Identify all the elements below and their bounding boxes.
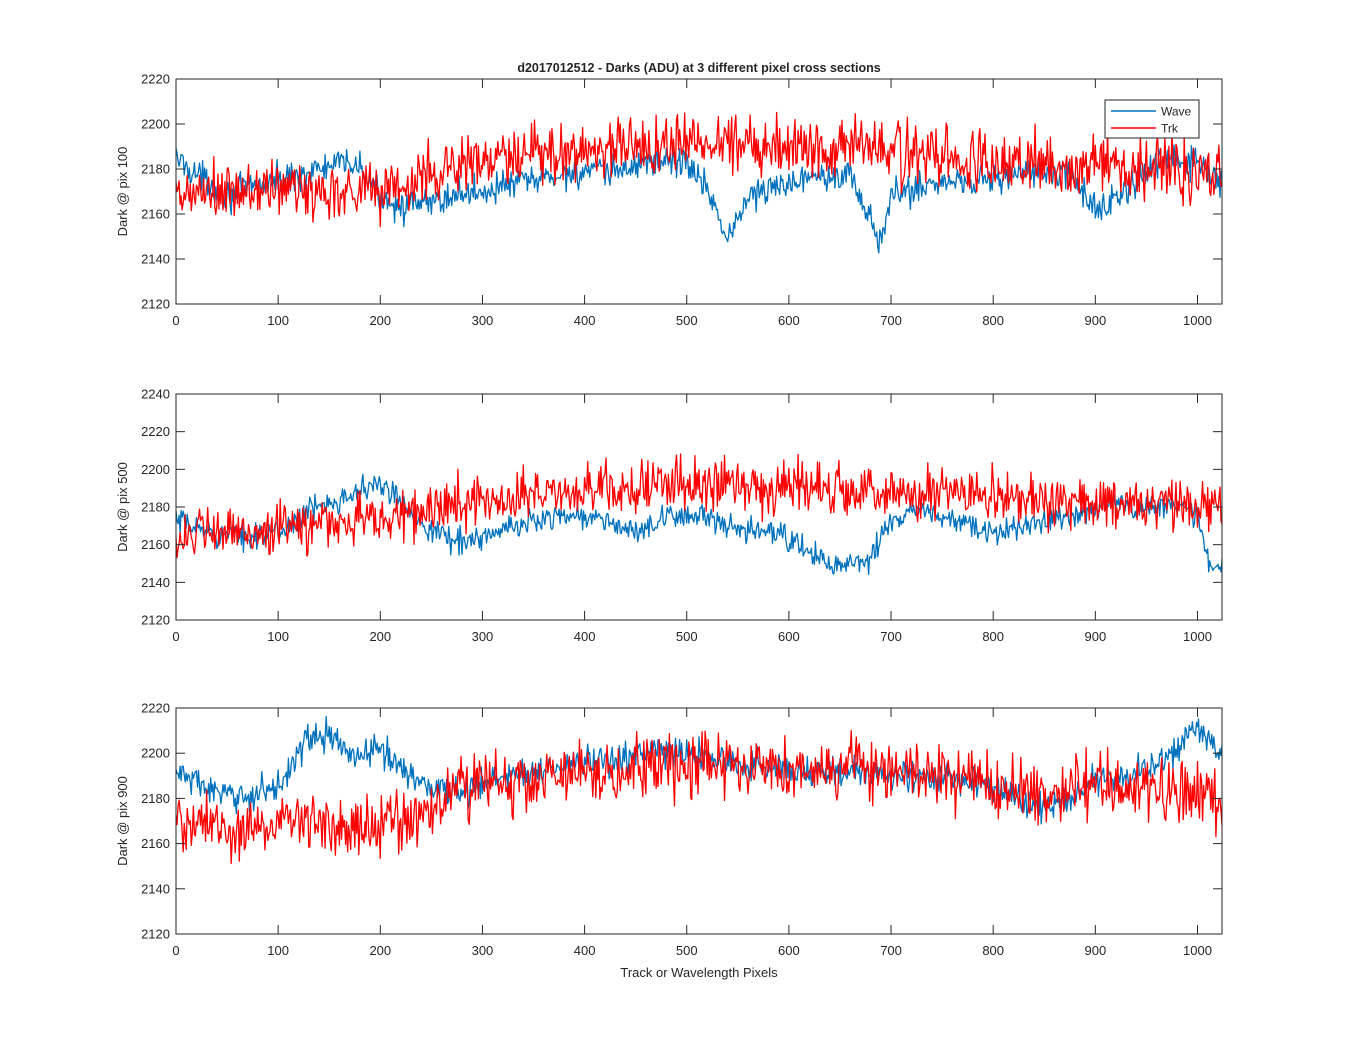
x-tick-label: 900 xyxy=(1084,629,1106,644)
series-line-trk xyxy=(176,111,1222,228)
x-tick-label: 1000 xyxy=(1183,629,1212,644)
x-tick-label: 800 xyxy=(982,313,1004,328)
y-tick-label: 2200 xyxy=(141,746,170,761)
y-axis-label: Dark @ pix 500 xyxy=(115,462,130,552)
y-tick-label: 2140 xyxy=(141,575,170,590)
axes-box xyxy=(175,707,1223,935)
y-tick-label: 2220 xyxy=(141,701,170,716)
legend-label-wave: Wave xyxy=(1161,105,1192,119)
x-tick-label: 400 xyxy=(574,313,596,328)
x-tick-label: 0 xyxy=(172,629,179,644)
x-axis-label: Track or Wavelength Pixels xyxy=(620,965,778,980)
x-tick-label: 800 xyxy=(982,943,1004,958)
legend: Wave Trk xyxy=(1104,99,1200,139)
x-tick-label: 1000 xyxy=(1183,943,1212,958)
y-tick-label: 2120 xyxy=(141,613,170,628)
x-tick-label: 500 xyxy=(676,943,698,958)
x-tick-label: 100 xyxy=(267,943,289,958)
x-tick-label: 300 xyxy=(472,313,494,328)
x-tick-label: 600 xyxy=(778,629,800,644)
y-tick-label: 2220 xyxy=(141,424,170,439)
chart-panel-3: 0 100 200 300 400 500 600 700 800 900 1000 2120 2140… xyxy=(115,701,1223,958)
series-line-trk xyxy=(176,729,1222,864)
series-line-trk xyxy=(176,453,1222,559)
x-tick-label: 600 xyxy=(778,943,800,958)
axes-box xyxy=(175,78,1223,305)
x-tick-label: 0 xyxy=(172,313,179,328)
y-tick-label: 2180 xyxy=(141,500,170,515)
x-tick-label: 800 xyxy=(982,629,1004,644)
y-tick-label: 2240 xyxy=(141,387,170,402)
x-tick-label: 100 xyxy=(267,629,289,644)
x-tick-label: 900 xyxy=(1084,313,1106,328)
y-tick-label: 2140 xyxy=(141,252,170,267)
x-tick-label: 1000 xyxy=(1183,313,1212,328)
x-tick-label: 100 xyxy=(267,313,289,328)
chart-title: d2017012512 - Darks (ADU) at 3 different… xyxy=(517,61,880,75)
chart-panel-1: 0 100 200 300 400 500 600 700 800 900 1000 2120 2140… xyxy=(115,72,1223,328)
legend-label-trk: Trk xyxy=(1161,122,1179,136)
x-tick-label: 300 xyxy=(472,629,494,644)
x-tick-label: 500 xyxy=(676,313,698,328)
y-tick-label: 2140 xyxy=(141,881,170,896)
y-tick-label: 2160 xyxy=(141,537,170,552)
x-tick-label: 300 xyxy=(472,943,494,958)
x-tick-label: 200 xyxy=(369,629,391,644)
x-tick-label: 900 xyxy=(1084,943,1106,958)
series-line-wave xyxy=(176,144,1222,254)
y-tick-label: 2120 xyxy=(141,297,170,312)
x-tick-label: 200 xyxy=(369,943,391,958)
x-tick-label: 700 xyxy=(880,313,902,328)
x-tick-label: 0 xyxy=(172,943,179,958)
x-tick-label: 500 xyxy=(676,629,698,644)
y-tick-label: 2180 xyxy=(141,791,170,806)
chart-panel-2: 0 100 200 300 400 500 600 700 800 900 1000 2120 2140… xyxy=(115,387,1223,644)
x-tick-label: 700 xyxy=(880,629,902,644)
x-tick-label: 600 xyxy=(778,313,800,328)
y-tick-label: 2200 xyxy=(141,117,170,132)
legend-box xyxy=(1104,99,1200,139)
y-tick-label: 2160 xyxy=(141,207,170,222)
x-tick-label: 400 xyxy=(574,943,596,958)
y-axis-label: Dark @ pix 100 xyxy=(115,147,130,237)
y-tick-label: 2220 xyxy=(141,72,170,87)
y-tick-label: 2200 xyxy=(141,462,170,477)
y-tick-label: 2160 xyxy=(141,836,170,851)
y-tick-label: 2180 xyxy=(141,162,170,177)
x-tick-label: 400 xyxy=(574,629,596,644)
x-tick-label: 200 xyxy=(369,313,391,328)
y-tick-label: 2120 xyxy=(141,927,170,942)
y-axis-label: Dark @ pix 900 xyxy=(115,776,130,866)
plot-area xyxy=(176,79,1222,304)
x-tick-label: 700 xyxy=(880,943,902,958)
